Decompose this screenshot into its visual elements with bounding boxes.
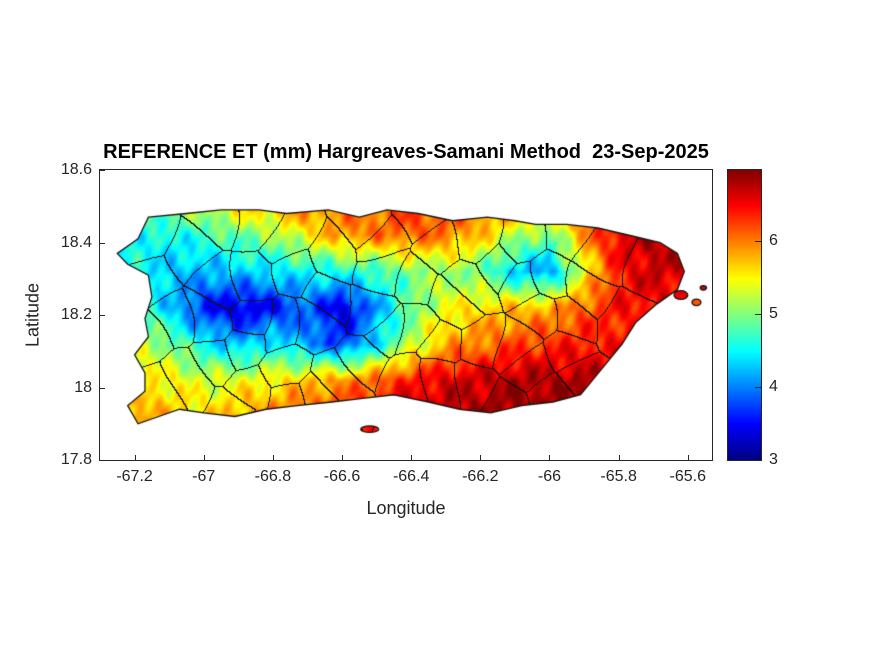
colorbar-tick-mark (755, 313, 761, 315)
y-tick-label: 17.8 (60, 451, 92, 468)
y-tick-mark (100, 170, 105, 171)
x-tick-label: -66.6 (323, 468, 361, 485)
x-tick-mark (618, 455, 620, 460)
colorbar-tick-mark (755, 386, 761, 388)
y-tick-label: 18.4 (60, 233, 92, 251)
x-tick-mark (549, 455, 551, 460)
plot-area (99, 169, 713, 461)
colorbar (727, 169, 762, 461)
x-tick-label: -65.8 (600, 468, 637, 485)
x-tick-label: -67 (192, 468, 216, 485)
colorbar-tick-label: 6 (769, 231, 778, 249)
x-axis-label: Longitude (366, 498, 446, 518)
x-tick-mark (480, 455, 482, 460)
x-tick-mark (342, 455, 344, 460)
x-tick-mark (203, 455, 205, 460)
chart-title: REFERENCE ET (mm) Hargreaves-Samani Meth… (103, 141, 709, 163)
x-tick-label: -66.4 (392, 468, 430, 485)
colorbar-tick-label: 3 (769, 451, 778, 468)
x-tick-label: -67.2 (116, 468, 153, 485)
y-tick-label: 18.2 (60, 306, 92, 323)
y-tick-label: 18.6 (60, 161, 92, 178)
y-tick-mark (100, 387, 105, 389)
colorbar-tick-mark (755, 240, 761, 242)
x-tick-mark (687, 455, 689, 460)
x-tick-label: -66.2 (462, 468, 499, 485)
colorbar-tick-label: 4 (769, 377, 778, 395)
x-tick-mark (134, 455, 136, 460)
colorbar-tick-label: 5 (769, 304, 778, 322)
x-tick-label: -66.8 (254, 468, 292, 485)
x-tick-label: -66 (537, 468, 562, 485)
x-tick-label: -65.6 (669, 468, 707, 485)
x-tick-mark (411, 455, 413, 460)
colorbar-tick-mark (755, 460, 761, 461)
x-tick-mark (272, 455, 274, 460)
y-tick-label: 18 (74, 378, 92, 396)
y-tick-mark (100, 315, 105, 316)
y-tick-mark (100, 460, 105, 461)
y-tick-mark (100, 242, 105, 244)
heatmap-canvas (100, 170, 712, 460)
